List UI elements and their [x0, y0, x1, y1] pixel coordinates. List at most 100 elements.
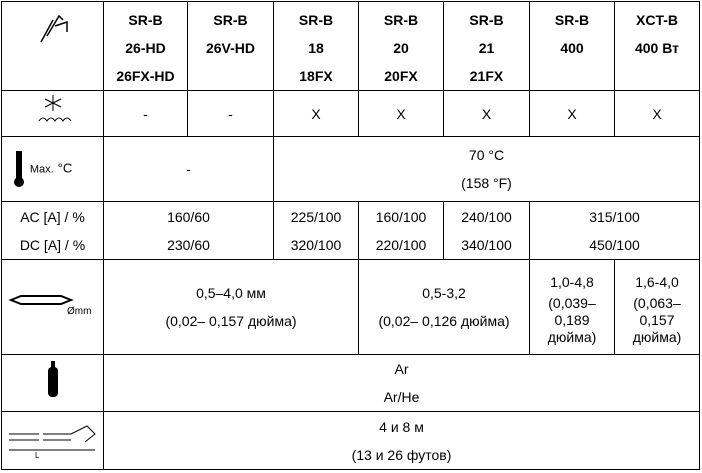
electrode-icon: Ømm: [1, 259, 104, 355]
header-text: SR-B: [128, 12, 163, 28]
cell-text: 160/60: [167, 208, 210, 225]
cell: X: [273, 90, 359, 137]
cable-row: L 4 и 8 м (13 и 26 футов): [1, 411, 700, 470]
cell-text: DC [A] / %: [19, 236, 86, 253]
header-cell: SR-B 26V-HD: [187, 1, 274, 91]
temperature-row: Max. °C - 70 °C (158 °F): [1, 136, 700, 202]
cell: 4 и 8 м (13 и 26 футов): [103, 411, 700, 470]
header-text: 26-HD: [125, 40, 166, 56]
header-text: 26V-HD: [205, 40, 256, 56]
cell-text: 4 и 8 м: [379, 418, 424, 435]
cell: 70 °C (158 °F): [273, 136, 700, 202]
cell: 0,5-3,2 (0,02– 0,126 дюйма): [358, 259, 530, 355]
header-cell: SR-B 26-HD 26FX-HD: [103, 1, 188, 91]
cell-text: (13 и 26 футов): [351, 446, 452, 463]
cell-text: 225/100: [290, 208, 342, 225]
cell: X: [614, 90, 700, 137]
cell: 315/100 450/100: [529, 201, 700, 260]
header-text: 21FX: [469, 68, 504, 84]
cell: Ar Ar/He: [103, 354, 700, 412]
gas-icon: [1, 354, 104, 412]
current-label: AC [A] / % DC [A] / %: [1, 201, 104, 260]
cell: -: [103, 90, 188, 137]
cell-text: 240/100: [461, 208, 512, 225]
cell-text: 320/100: [290, 236, 342, 253]
header-cell: SR-B 20 20FX: [358, 1, 444, 91]
electrode-row: Ømm 0,5–4,0 мм (0,02– 0,157 дюйма) 0,5-3,…: [1, 259, 700, 355]
cell-text: 450/100: [589, 236, 640, 253]
cell: 1,6-4,0 (0,063– 0,157 дюйма): [614, 259, 700, 355]
cell-text: 160/100: [375, 208, 427, 225]
cell: X: [529, 90, 615, 137]
cell-text: (0,039–: [548, 294, 596, 311]
icon: [47, 360, 58, 397]
header-text: XCT-B: [636, 12, 678, 28]
cell-text: 315/100: [589, 208, 640, 225]
icon-label: °C: [57, 160, 73, 176]
icon: [39, 14, 68, 43]
header-cell: XCT-B 400 Вт: [614, 1, 700, 91]
cell-text: 1,6-4,0: [635, 273, 679, 290]
cooling-icon: [1, 90, 104, 137]
cell: -: [187, 90, 274, 137]
cell-text: 70 °C: [468, 147, 505, 163]
icon: [38, 95, 71, 122]
cell-text: Ar: [394, 361, 409, 377]
cell-text: (0,02– 0,126 дюйма): [378, 313, 510, 329]
header-text: SR-B: [298, 12, 334, 28]
header-text: 26FX-HD: [116, 68, 175, 84]
header-text: SR-B: [213, 12, 248, 28]
cell-text: AC [A] / %: [20, 208, 85, 225]
icon: Ømm: [7, 294, 91, 317]
cell-text: 220/100: [375, 236, 427, 253]
icon-label: Ømm: [67, 306, 91, 317]
cell-text: X: [396, 105, 406, 122]
cell-text: (0,063–: [633, 294, 681, 311]
cell-text: X: [567, 105, 577, 122]
cell-text: -: [143, 105, 148, 122]
cell-text: (0,02– 0,157 дюйма): [165, 313, 297, 329]
cell-text: -: [228, 105, 233, 122]
header-text: 400: [560, 40, 584, 56]
header-cell: SR-B 18 18FX: [273, 1, 359, 91]
cell: -: [103, 136, 274, 202]
cell: 240/100 340/100: [443, 201, 530, 260]
icon: L: [8, 425, 96, 460]
icon-label: Max.: [29, 163, 54, 176]
cell-text: 0,5-3,2: [422, 285, 466, 301]
header-cell: SR-B 21 21FX: [443, 1, 530, 91]
cell-text: 230/60: [167, 236, 210, 253]
cell-text: X: [652, 105, 662, 122]
header-row: SR-B 26-HD 26FX-HD SR-B 26V-HD SR-B 18 18FX SR-B…: [1, 1, 700, 91]
header-text: 18: [308, 40, 324, 56]
gas-row: Ar Ar/He: [1, 354, 700, 412]
header-text: SR-B: [383, 12, 419, 28]
cell: 1,0-4,8 (0,039– 0,189 дюйма): [529, 259, 615, 355]
icon: [14, 151, 24, 187]
cell-text: X: [311, 105, 321, 122]
cell-text: 0,189: [554, 311, 590, 328]
cell: 160/60 230/60: [103, 201, 274, 260]
cell-text: Ar/He: [383, 389, 420, 405]
header-text: 400 Вт: [634, 40, 680, 56]
header-text: 21: [478, 40, 495, 56]
cell: 0,5–4,0 мм (0,02– 0,157 дюйма): [103, 259, 359, 355]
icon-label: L: [35, 451, 40, 458]
torch-icon: [1, 1, 104, 91]
cell-text: 0,157: [639, 311, 675, 328]
header-text: 20FX: [384, 68, 418, 84]
temperature-icon: Max. °C: [1, 136, 104, 202]
cell-text: 340/100: [461, 236, 512, 253]
header-cell: SR-B 400: [529, 1, 615, 91]
header-text: SR-B: [554, 12, 590, 28]
cell-text: дюйма): [632, 328, 682, 345]
header-text: SR-B: [469, 12, 504, 28]
cell-text: -: [186, 161, 191, 177]
cell-text: дюйма): [547, 328, 597, 345]
cell: X: [443, 90, 530, 137]
header-text: 18FX: [299, 68, 333, 84]
cell-text: 1,0-4,8: [550, 273, 594, 290]
current-row: AC [A] / % DC [A] / % 160/60 230/60 225/100…: [1, 201, 700, 260]
